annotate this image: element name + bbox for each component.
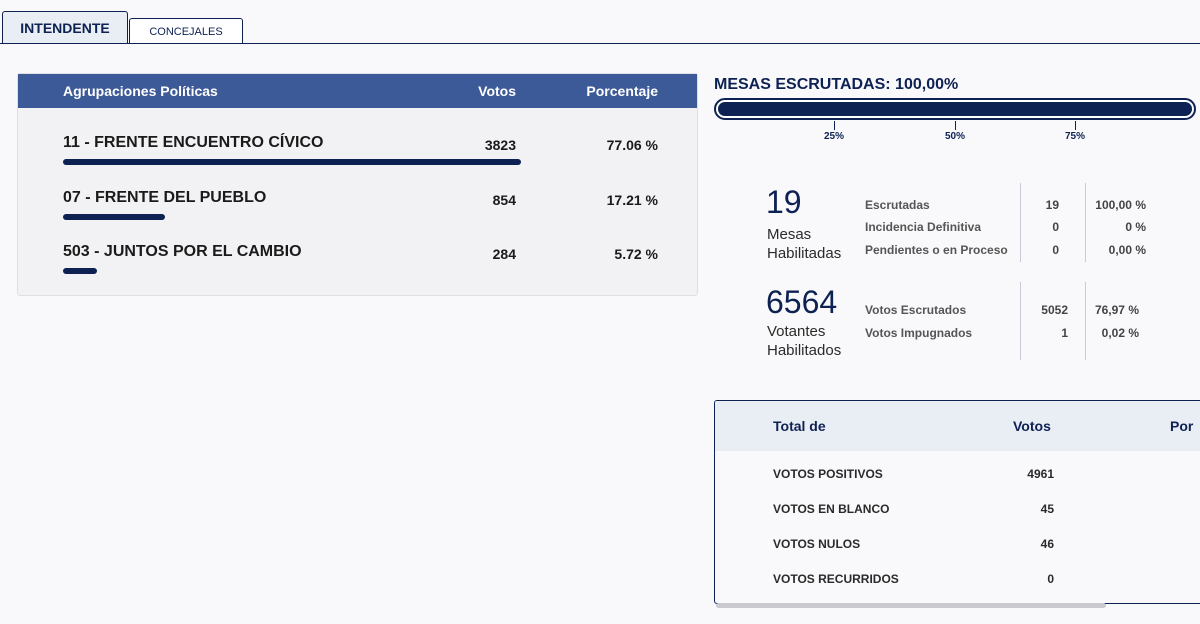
divider — [1020, 183, 1021, 262]
stat-percent: 100,00 % — [1095, 198, 1146, 212]
stat-percent: 0 % — [1125, 220, 1146, 234]
stat-value: 19 — [1045, 198, 1059, 212]
stat-value: 1 — [1061, 326, 1068, 340]
mesas-escrutadas-title: MESAS ESCRUTADAS: 100,00% — [714, 76, 959, 93]
stat-label: Votos Impugnados — [865, 326, 973, 340]
party-name: 503 - JUNTOS POR EL CAMBIO — [63, 243, 302, 260]
party-votes: 3823 — [484, 137, 516, 153]
totals-row-value: 45 — [1040, 502, 1054, 516]
party-bar — [63, 268, 97, 274]
totals-row-label: VOTOS RECURRIDOS — [773, 572, 899, 586]
progress-tick: 50% — [935, 121, 975, 142]
totals-row-label: VOTOS NULOS — [773, 537, 861, 551]
stat-value: 0 — [1052, 243, 1059, 257]
totals-table-header: Total de Votos Por — [715, 401, 1200, 451]
party-votes: 854 — [492, 192, 516, 208]
header-votos: Votos — [1013, 418, 1051, 434]
stat-label: Escrutadas — [865, 198, 930, 212]
divider — [1020, 282, 1021, 360]
party-percent: 17.21 % — [606, 192, 658, 208]
votantes-label-line1: Votantes — [767, 323, 826, 340]
votantes-label-line2: Habilitados — [767, 342, 842, 359]
mesas-label-line1: Mesas — [767, 226, 812, 243]
tab-intendente-label: INTENDENTE — [20, 20, 110, 36]
totals-row-label: VOTOS EN BLANCO — [773, 502, 890, 516]
mesas-habilitadas-number: 19 — [766, 184, 802, 220]
party-bar-track — [63, 159, 521, 165]
mesas-progress-bar — [714, 98, 1196, 120]
party-percent: 5.72 % — [614, 246, 658, 262]
mesas-label-line2: Habilitadas — [767, 245, 842, 262]
stat-label: Pendientes o en Proceso — [865, 243, 1008, 257]
mesas-habilitadas-label: Mesas Habilitadas — [767, 225, 841, 263]
header-porcentaje: Por — [1170, 418, 1194, 434]
header-agrupaciones: Agrupaciones Políticas — [63, 83, 218, 99]
progress-tick-label: 25% — [823, 131, 844, 142]
tab-concejales-label: CONCEJALES — [149, 25, 223, 38]
stat-percent: 0,00 % — [1108, 243, 1146, 257]
stat-percent: 76,97 % — [1094, 303, 1139, 317]
table-row: VOTOS NULOS 46 — [715, 537, 1200, 557]
party-bar — [63, 159, 521, 165]
divider — [1085, 282, 1086, 360]
header-total-de: Total de — [773, 418, 826, 434]
party-percent: 77.06 % — [606, 137, 658, 153]
party-row: 11 - FRENTE ENCUENTRO CÍVICO 3823 77.06 … — [18, 134, 697, 184]
progress-tick: 75% — [1055, 121, 1095, 142]
header-votos: Votos — [478, 83, 516, 99]
parties-table: Agrupaciones Políticas Votos Porcentaje … — [17, 73, 698, 296]
progress-tick-label: 50% — [944, 131, 965, 142]
totals-row-value: 46 — [1040, 537, 1054, 551]
votantes-habilitados-label: Votantes Habilitados — [767, 322, 841, 360]
party-bar — [63, 214, 165, 220]
stat-label: Votos Escrutados — [865, 303, 967, 317]
party-bar-track — [63, 214, 521, 220]
votantes-habilitados-number: 6564 — [766, 284, 838, 320]
totals-row-value: 0 — [1047, 572, 1054, 586]
progress-tick-label: 75% — [1064, 131, 1085, 142]
stat-label: Incidencia Definitiva — [865, 220, 982, 234]
tab-bar: INTENDENTE CONCEJALES — [0, 0, 1200, 44]
mesas-progress-fill — [718, 102, 1192, 116]
tab-concejales[interactable]: CONCEJALES — [129, 18, 243, 44]
parties-table-header: Agrupaciones Políticas Votos Porcentaje — [18, 74, 697, 108]
stat-value: 5052 — [1041, 303, 1068, 317]
progress-tick: 25% — [814, 121, 854, 142]
party-row: 503 - JUNTOS POR EL CAMBIO 284 5.72 % — [18, 243, 697, 293]
party-bar-track — [63, 268, 521, 274]
totals-row-label: VOTOS POSITIVOS — [773, 467, 883, 481]
party-name: 11 - FRENTE ENCUENTRO CÍVICO — [63, 134, 324, 151]
tab-underline — [0, 43, 1200, 44]
table-row: VOTOS POSITIVOS 4961 — [715, 467, 1200, 487]
totals-table: Total de Votos Por VOTOS POSITIVOS 4961 … — [714, 400, 1200, 604]
horizontal-scrollbar[interactable] — [716, 603, 1106, 608]
stat-percent: 0,02 % — [1101, 326, 1139, 340]
party-row: 07 - FRENTE DEL PUEBLO 854 17.21 % — [18, 189, 697, 239]
party-name: 07 - FRENTE DEL PUEBLO — [63, 189, 267, 206]
party-votes: 284 — [492, 246, 516, 262]
divider — [1085, 183, 1086, 262]
stat-value: 0 — [1052, 220, 1059, 234]
totals-row-value: 4961 — [1027, 467, 1054, 481]
header-porcentaje: Porcentaje — [586, 83, 658, 99]
table-row: VOTOS RECURRIDOS 0 — [715, 572, 1200, 592]
table-row: VOTOS EN BLANCO 45 — [715, 502, 1200, 522]
tab-intendente[interactable]: INTENDENTE — [2, 11, 128, 44]
